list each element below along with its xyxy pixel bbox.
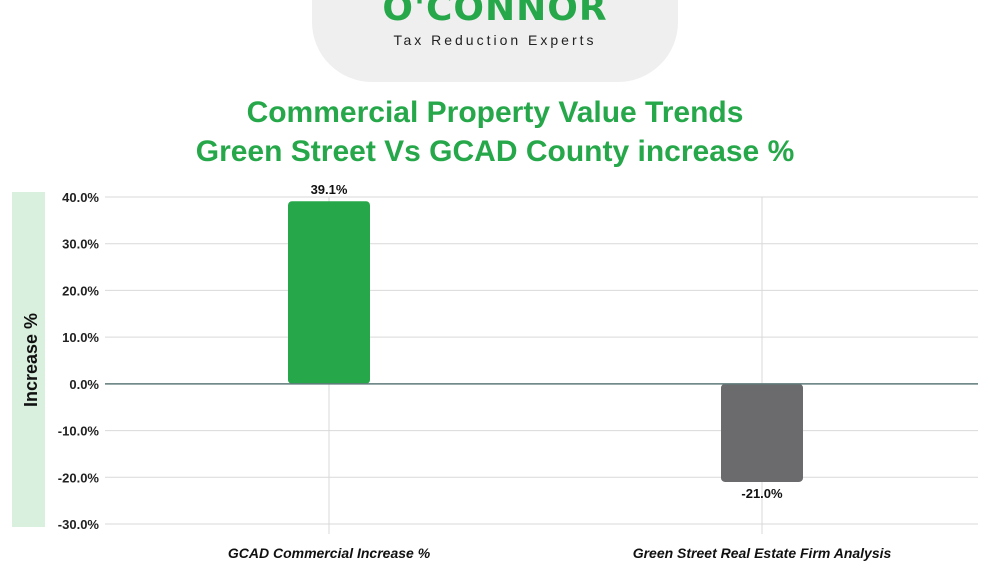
x-category-label: Green Street Real Estate Firm Analysis	[633, 545, 892, 561]
chart-title-line-2: Green Street Vs GCAD County increase %	[195, 135, 795, 168]
bar-1	[288, 201, 370, 384]
y-axis-label: Increase %	[21, 313, 41, 407]
y-tick-label: 10.0%	[62, 330, 99, 345]
logo-tagline: Tax Reduction Experts	[393, 32, 597, 48]
chart-title-line-1: Commercial Property Value Trends	[246, 96, 744, 129]
x-category-label: GCAD Commercial Increase %	[228, 545, 431, 561]
data-label-1: 39.1%	[311, 182, 348, 197]
y-tick-label: 30.0%	[62, 237, 99, 252]
bar-2	[721, 383, 803, 482]
y-tick-label: 0.0%	[69, 377, 99, 392]
y-tick-label: -10.0%	[58, 424, 100, 439]
data-label-2: -21.0%	[741, 486, 783, 501]
ylabel-band	[12, 192, 45, 527]
logo-tab: O'CONNOR Tax Reduction Experts	[312, 0, 678, 82]
logo-wordmark: O'CONNOR	[382, 0, 608, 29]
y-tick-label: -20.0%	[58, 470, 100, 485]
y-tick-label: 20.0%	[62, 283, 99, 298]
y-tick-label: -30.0%	[58, 517, 100, 532]
y-tick-label: 40.0%	[62, 190, 99, 205]
